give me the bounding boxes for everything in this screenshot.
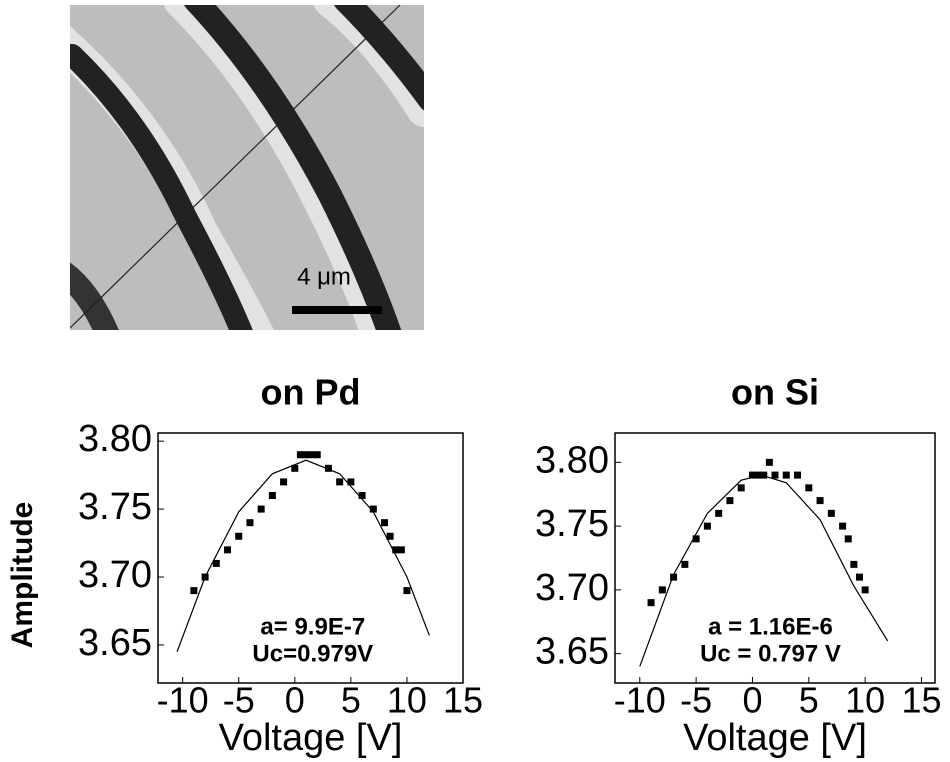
data-point [771,471,779,479]
data-point [794,471,802,479]
data-point [224,546,232,554]
x-axis-label: Voltage [V] [219,717,403,759]
data-point [805,484,813,492]
data-point [726,497,734,505]
data-point [386,532,394,540]
x-axis-label: Voltage [V] [683,717,867,759]
data-point [782,471,790,479]
data-point [358,492,366,499]
data-point [715,509,723,517]
data-point [737,484,745,492]
data-point [268,492,276,499]
chart-title: on Si [731,372,819,413]
x-tick-label: -10 [614,680,666,721]
chart-title: on Pd [261,372,361,413]
data-point [703,522,711,530]
x-tick-label: -10 [157,680,209,721]
data-point [212,559,220,567]
x-tick-label: 5 [799,680,819,721]
data-point [296,451,304,459]
data-point [302,451,310,459]
data-point [336,478,344,486]
data-point [658,586,666,594]
data-point [313,451,321,459]
y-tick-label: 3.65 [535,631,609,673]
data-point [670,573,678,581]
scale-label: 4 μm [297,263,351,290]
data-point [754,471,762,479]
plot-frame [614,432,936,684]
data-point [190,587,198,595]
data-point [647,599,655,607]
data-point [381,519,389,527]
data-point [827,509,835,517]
data-point [861,586,869,594]
data-point [257,505,265,513]
annotation: a = 1.16E-6 [708,613,833,640]
data-point [765,458,773,466]
data-point [760,471,768,479]
data-point [324,464,332,472]
data-point [291,464,299,472]
fit-curve [639,474,889,667]
y-tick-label: 3.80 [78,418,152,460]
annotation: a= 9.9E-7 [260,613,365,640]
data-point [280,478,288,486]
y-axis-label: Amplitude [6,502,39,649]
x-tick-label: 0 [742,680,762,721]
data-point [403,587,411,595]
fit-curve [176,459,430,652]
y-tick-label: 3.70 [535,567,609,609]
data-point [369,505,377,513]
data-point [347,478,355,486]
annotation: Uc = 0.797 V [700,640,841,667]
data-point [748,471,756,479]
y-tick-label: 3.65 [78,622,152,664]
data-point [692,535,700,543]
afm-image: 4 μm [70,5,424,330]
data-point [246,519,254,527]
y-tick-label: 3.80 [535,439,609,481]
data-point [816,497,824,505]
data-point [397,546,405,554]
plot-frame [157,432,464,684]
x-tick-label: 5 [341,680,361,721]
x-tick-label: 10 [845,680,885,721]
data-point [856,573,864,581]
annotation: Uc=0.979V [252,640,373,667]
data-point [308,451,316,459]
data-point [681,560,689,568]
y-tick-label: 3.75 [78,486,152,528]
data-point [844,535,852,543]
data-point [392,546,400,554]
data-point [235,532,243,540]
x-tick-label: -5 [223,680,255,721]
y-tick-label: 3.75 [535,503,609,545]
x-tick-label: 10 [387,680,427,721]
y-tick-label: 3.70 [78,554,152,596]
x-tick-label: -5 [680,680,712,721]
data-point [839,522,847,530]
x-tick-label: 0 [285,680,305,721]
x-tick-label: 15 [901,680,941,721]
x-tick-label: 15 [443,680,483,721]
data-point [850,560,858,568]
